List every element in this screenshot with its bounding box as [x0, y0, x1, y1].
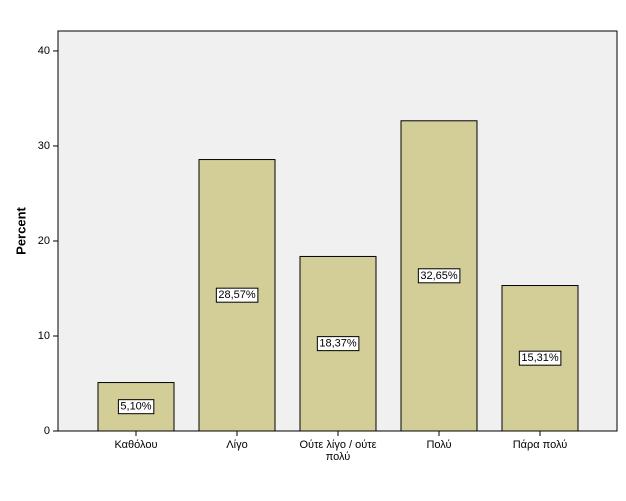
- value-label-box: [417, 268, 461, 284]
- x-tick-label: Λίγο: [226, 439, 248, 451]
- y-tick-label: 0: [44, 425, 50, 437]
- y-tick-label: 30: [38, 140, 50, 152]
- value-label-box: [215, 287, 259, 303]
- value-label: 15,31%: [521, 352, 559, 364]
- value-label: 32,65%: [420, 270, 458, 282]
- value-label-box: [518, 350, 562, 366]
- y-tick-label: 10: [38, 330, 50, 342]
- x-tick-label: Πολύ: [426, 439, 452, 451]
- value-label-box: [117, 399, 155, 415]
- x-tick-label: Πάρα πολύ: [512, 439, 568, 451]
- x-tick-label: Καθόλου: [114, 439, 158, 451]
- value-label: 28,57%: [218, 289, 256, 301]
- x-tick-label: Ούτε λίγο / ούτε πολύ: [299, 439, 377, 463]
- value-label: 5,10%: [120, 401, 151, 413]
- value-label-box: [316, 336, 360, 352]
- y-tick-label: 40: [38, 45, 50, 57]
- y-axis-label: Percent: [13, 206, 28, 254]
- y-tick-label: 20: [38, 235, 50, 247]
- value-label: 18,37%: [319, 338, 357, 350]
